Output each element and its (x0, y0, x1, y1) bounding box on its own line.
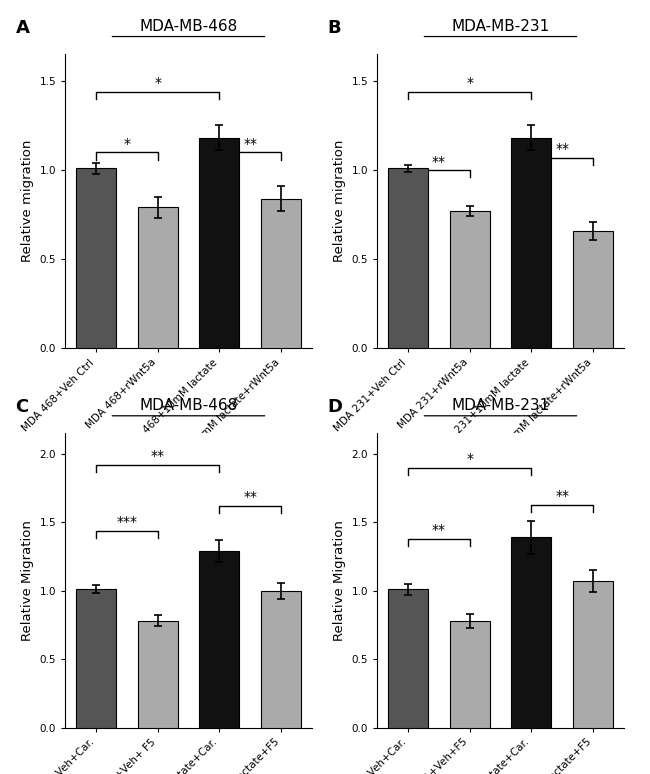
Bar (76, 168, 116, 348)
Bar (450, 211, 489, 348)
Text: *: * (466, 76, 473, 90)
Text: ***: *** (116, 515, 137, 529)
Bar (261, 591, 301, 728)
Bar (200, 138, 239, 348)
Text: C: C (16, 398, 29, 416)
Y-axis label: Relative migration: Relative migration (21, 140, 34, 262)
Bar (388, 168, 428, 348)
Text: A: A (16, 19, 29, 37)
Bar (261, 199, 301, 348)
Bar (573, 581, 613, 728)
Text: *: * (466, 452, 473, 466)
Bar (138, 207, 177, 348)
Bar (388, 589, 428, 728)
Text: B: B (328, 19, 341, 37)
Bar (573, 231, 613, 348)
Y-axis label: Relative migration: Relative migration (333, 140, 346, 262)
Bar (138, 621, 177, 728)
Text: **: ** (432, 155, 446, 169)
Y-axis label: Relative Migration: Relative Migration (333, 520, 346, 641)
Bar (450, 621, 489, 728)
Text: MDA-MB-468: MDA-MB-468 (139, 19, 238, 33)
Text: **: ** (243, 491, 257, 505)
Text: **: ** (151, 450, 164, 464)
Bar (200, 551, 239, 728)
Bar (512, 537, 551, 728)
Text: *: * (124, 137, 130, 151)
Y-axis label: Relative Migration: Relative Migration (21, 520, 34, 641)
Text: MDA-MB-231: MDA-MB-231 (451, 19, 550, 33)
Text: **: ** (555, 489, 569, 503)
Text: MDA-MB-468: MDA-MB-468 (139, 398, 238, 413)
Text: MDA-MB-231: MDA-MB-231 (451, 398, 550, 413)
Text: **: ** (555, 142, 569, 156)
Text: *: * (154, 76, 161, 90)
Text: **: ** (243, 137, 257, 151)
Text: **: ** (432, 523, 446, 537)
Bar (512, 138, 551, 348)
Text: D: D (328, 398, 343, 416)
Bar (76, 589, 116, 728)
